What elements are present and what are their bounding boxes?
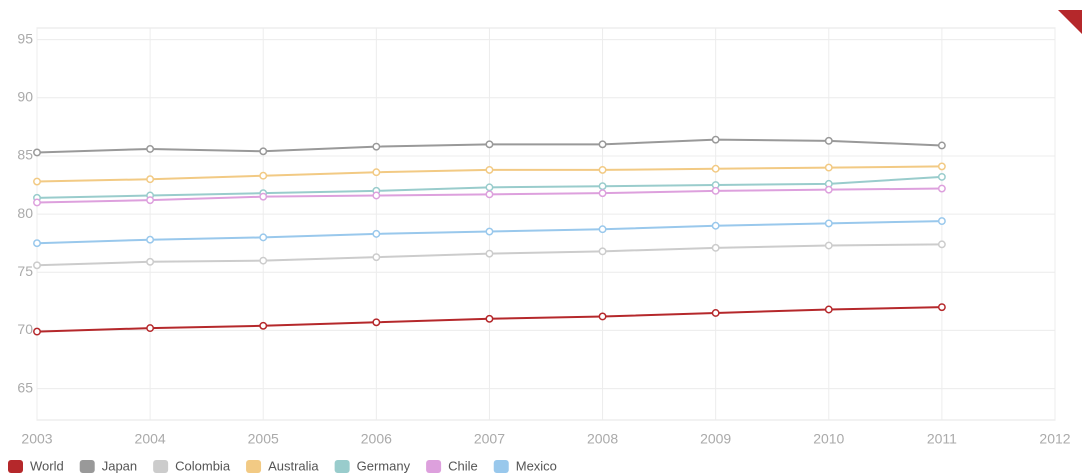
legend-item[interactable]: Japan <box>79 458 137 473</box>
point <box>937 240 946 249</box>
y-tick-label: 90 <box>17 88 33 104</box>
point <box>259 256 268 265</box>
legend: World Japan Colombia Australia Germany Chile M… <box>8 458 557 473</box>
point <box>259 192 268 201</box>
point <box>598 312 607 321</box>
point <box>372 191 381 200</box>
x-tick-label: 2003 <box>21 431 52 447</box>
point <box>711 221 720 230</box>
x-tick-label: 2004 <box>135 431 166 447</box>
y-tick-label: 80 <box>17 205 33 221</box>
point <box>372 168 381 177</box>
x-tick-label: 2006 <box>361 431 392 447</box>
legend-item[interactable]: Chile <box>426 458 478 473</box>
point <box>485 140 494 149</box>
legend-item[interactable]: Australia <box>246 458 319 473</box>
point <box>598 189 607 198</box>
corner-icon <box>1058 10 1082 34</box>
legend-label: Chile <box>448 458 478 473</box>
point <box>937 141 946 150</box>
y-tick-label: 85 <box>17 147 33 163</box>
legend-label: Japan <box>102 458 137 473</box>
x-tick-label: 2005 <box>248 431 279 447</box>
point <box>824 241 833 250</box>
point <box>33 327 41 336</box>
point <box>372 253 381 262</box>
legend-label: Mexico <box>516 458 557 473</box>
x-tick-label: 2009 <box>700 431 731 447</box>
y-tick-label: 95 <box>17 30 33 46</box>
legend-swatch <box>79 460 95 473</box>
point <box>711 164 720 173</box>
point <box>711 243 720 252</box>
legend-swatch <box>153 460 169 473</box>
x-tick-label: 2011 <box>927 431 957 447</box>
point <box>598 225 607 234</box>
point <box>259 171 268 180</box>
point <box>259 321 268 330</box>
plot-frame <box>36 27 1056 421</box>
point <box>146 235 155 244</box>
point <box>146 145 155 153</box>
point <box>485 249 494 258</box>
point <box>824 185 833 194</box>
legend-swatch <box>246 460 262 473</box>
point <box>485 190 494 199</box>
point <box>937 303 946 312</box>
legend-swatch <box>493 460 509 473</box>
point <box>485 183 494 192</box>
legend-item[interactable]: Mexico <box>493 458 557 473</box>
point <box>33 239 41 248</box>
point <box>259 233 268 242</box>
y-tick-label: 70 <box>17 321 33 337</box>
legend-label: Germany <box>357 458 411 473</box>
point <box>485 165 494 174</box>
point <box>598 182 607 191</box>
x-tick-label: 2008 <box>587 431 618 447</box>
point <box>146 175 155 184</box>
point <box>485 227 494 236</box>
point <box>146 257 155 266</box>
legend-label: Australia <box>268 458 319 473</box>
point <box>937 172 946 181</box>
point <box>146 196 155 205</box>
point <box>33 177 41 186</box>
point <box>824 219 833 228</box>
legend-item[interactable]: Germany <box>334 458 411 473</box>
point <box>937 162 946 171</box>
y-tick-label: 75 <box>17 263 33 279</box>
x-tick-label: 2012 <box>1039 431 1070 447</box>
point <box>372 318 381 327</box>
point <box>372 142 381 151</box>
x-tick-label: 2007 <box>474 431 505 447</box>
point <box>824 305 833 314</box>
legend-item[interactable]: Colombia <box>153 458 231 473</box>
legend-swatch <box>334 460 350 473</box>
point <box>33 198 41 207</box>
legend-swatch <box>8 460 23 473</box>
point <box>711 135 720 144</box>
legend-item[interactable]: World <box>8 458 64 473</box>
point <box>598 140 607 149</box>
point <box>372 229 381 238</box>
point <box>485 314 494 323</box>
legend-swatch <box>426 460 442 473</box>
point <box>598 165 607 174</box>
point <box>146 324 155 333</box>
point <box>711 186 720 195</box>
point <box>259 147 268 156</box>
point <box>33 148 41 157</box>
point <box>711 309 720 317</box>
point <box>937 184 946 193</box>
legend-label: Colombia <box>175 458 231 473</box>
y-tick-label: 65 <box>17 379 33 395</box>
point <box>824 163 833 172</box>
point <box>598 247 607 256</box>
x-tick-label: 2010 <box>813 431 844 447</box>
point <box>824 136 833 145</box>
point <box>33 261 41 270</box>
point <box>937 217 946 226</box>
legend-label: World <box>30 458 64 473</box>
